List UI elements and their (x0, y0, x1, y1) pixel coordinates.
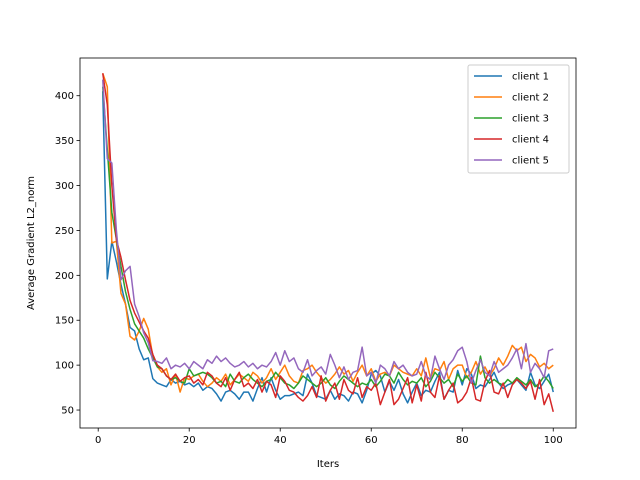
series-line-3 (102, 86, 554, 390)
x-axis-ticks: 0 20 40 60 80 100 (95, 428, 563, 446)
legend-label: client 5 (512, 156, 549, 167)
y-tick-label: 200 (55, 271, 74, 282)
y-tick-label: 50 (61, 406, 74, 417)
x-tick-label: 80 (456, 435, 469, 446)
legend-label: client 2 (512, 93, 549, 104)
y-tick-label: 150 (55, 316, 74, 327)
axes-frame (79, 57, 577, 429)
x-tick-label: 0 (95, 435, 101, 446)
series-line-5 (102, 79, 554, 384)
x-tick-label: 20 (183, 435, 196, 446)
x-tick-label: 100 (544, 435, 563, 446)
legend-label: client 1 (512, 72, 549, 83)
y-tick-label: 300 (55, 181, 74, 192)
legend-label: client 4 (512, 135, 549, 146)
series-lines (102, 73, 554, 413)
legend-label: client 3 (512, 114, 549, 125)
y-axis-label: Average Gradient L2_norm (26, 176, 37, 310)
y-tick-label: 100 (55, 361, 74, 372)
legend-box (467, 64, 570, 174)
legend: client 1 client 2 client 3 client 4 client 5 (467, 64, 570, 174)
y-tick-label: 400 (55, 91, 74, 102)
y-tick-label: 250 (55, 226, 74, 237)
series-line-4 (102, 73, 554, 413)
y-axis-ticks: 50 100 150 200 250 300 350 400 (55, 91, 80, 417)
x-axis-label: Iters (317, 459, 339, 470)
y-tick-label: 350 (55, 136, 74, 147)
x-tick-label: 60 (365, 435, 378, 446)
x-tick-label: 40 (274, 435, 287, 446)
